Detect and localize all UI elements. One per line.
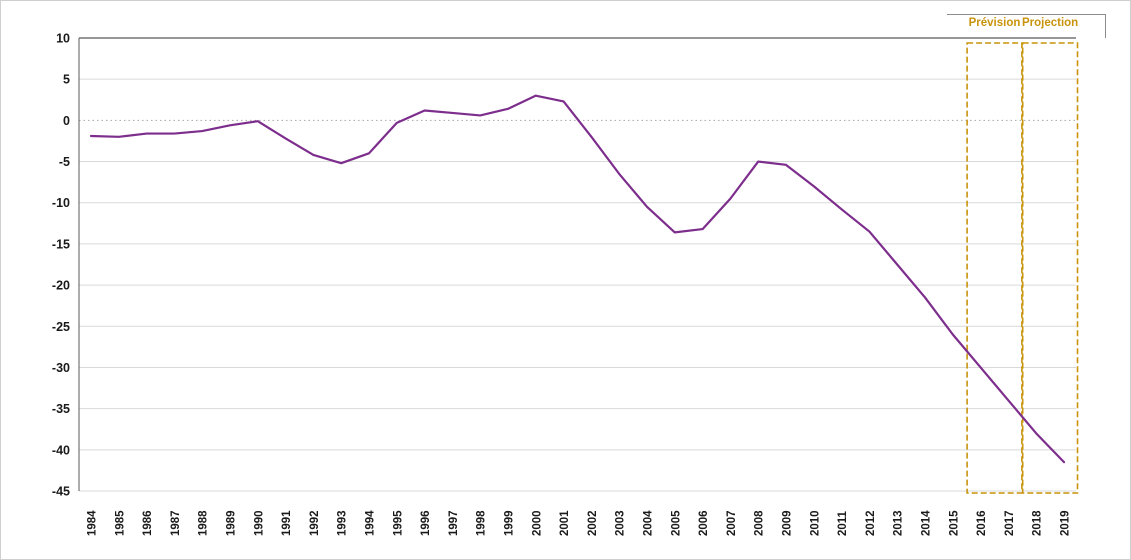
projection-label: Projection [1021,17,1079,29]
x-tick-label: 1990 [253,510,265,536]
x-tick-label: 1993 [337,510,349,536]
x-tick-label: 2010 [809,510,821,536]
y-tick-label: -35 [52,402,70,416]
x-tick-label: 1985 [114,510,126,536]
x-tick-label: 1987 [170,510,182,536]
x-tick-label: 2004 [643,510,655,536]
x-tick-label: 2002 [587,510,599,536]
x-tick-label: 1996 [420,510,432,536]
x-tick-label: 2006 [698,510,710,536]
x-tick-label: 2009 [782,510,794,536]
x-tick-label: 1988 [198,510,210,536]
x-tick-label: 2007 [726,510,738,536]
annotation-box-1 [1021,42,1079,494]
y-tick-label: -10 [52,196,70,210]
x-tick-label: 2008 [754,510,766,536]
x-tick-label: 2012 [865,510,877,536]
y-tick-label: -20 [52,279,70,293]
x-tick-label: 2014 [921,510,933,536]
y-tick-label: 10 [56,32,70,46]
x-tick-label: 2011 [837,510,849,536]
y-tick-label: -30 [52,361,70,375]
x-tick-label: 2019 [1060,510,1072,536]
x-tick-label: 2017 [1004,510,1016,536]
x-tick-label: 1994 [365,510,377,536]
y-tick-label: -40 [52,443,70,457]
x-tick-label: 2005 [670,510,682,536]
x-tick-label: 1995 [392,510,404,536]
x-tick-label: 1992 [309,510,321,536]
x-tick-label: 2018 [1032,510,1044,536]
x-tick-label: 2003 [615,510,627,536]
x-tick-label: 2016 [976,510,988,536]
x-tick-label: 2013 [893,510,905,536]
x-tick-label: 1991 [281,510,293,536]
series-line [89,94,1066,464]
y-tick-label: 5 [63,73,70,87]
x-tick-label: 1998 [476,510,488,536]
forecast-bracket [947,14,1106,38]
x-axis-labels: 1984 1985 1986 1987 1988 1989 1990 1991 1992 1993… [87,510,1072,536]
annotation-box-0 [966,42,1023,494]
x-tick-label: 2001 [559,510,571,536]
x-tick-label: 1997 [448,510,460,536]
y-tick-label: -15 [52,237,70,251]
x-tick-label: 1999 [504,510,516,536]
y-tick-label: -25 [52,320,70,334]
x-tick-label: 2015 [948,510,960,536]
y-tick-label: 0 [63,114,70,128]
gridlines: 10 5 0 -5 -10 -15 -20 -25 -30 -35 -40 -45 [52,32,1076,499]
x-tick-label: 1984 [87,510,99,536]
x-tick-label: 2000 [531,510,543,536]
y-tick-label: -5 [59,155,70,169]
x-tick-label: 1989 [226,510,238,536]
prevision-label: Prévision [968,17,1021,29]
y-tick-label: -45 [52,485,70,499]
x-tick-label: 1986 [142,510,154,536]
